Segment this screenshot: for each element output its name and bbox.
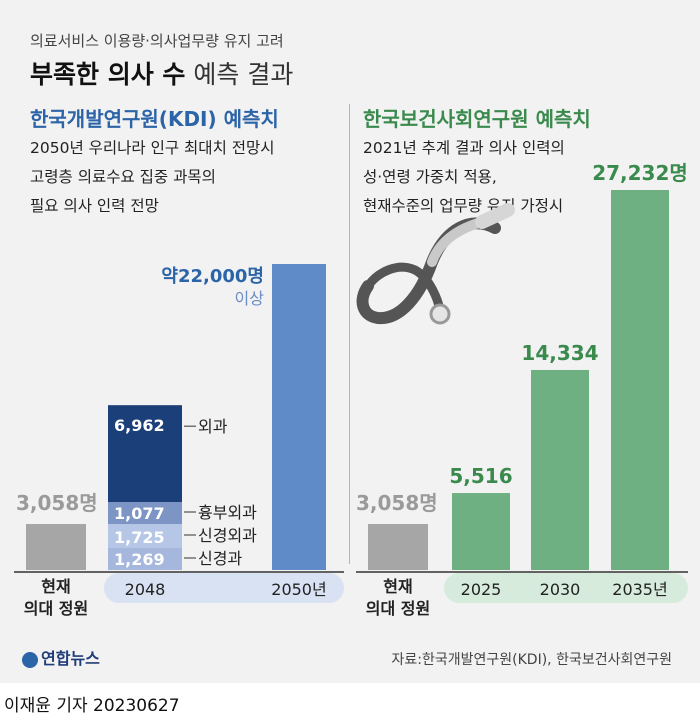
kihasa-xlabel: 2035년 — [612, 580, 667, 599]
kihasa-axis-band — [444, 573, 688, 603]
kdi-2048-segment-value: 1,077 — [114, 504, 165, 523]
reporter-bar — [0, 683, 700, 725]
stethoscope-tube-icon — [363, 262, 445, 315]
kdi-2050-value-label: 약22,000명 — [161, 265, 264, 287]
kdi-2048-segment-1 — [108, 548, 182, 570]
kihasa-header: 한국보건사회연구원 예측치 — [363, 107, 591, 131]
kdi-2048-segment-value: 6,962 — [114, 416, 165, 435]
kihasa-bar-value-label: 5,516 — [449, 464, 512, 488]
kdi-2050-note: 이상 — [235, 289, 265, 308]
kdi-2048-segment-name: 신경과 — [198, 549, 242, 568]
kdi-2048-segment-value: 1,269 — [114, 550, 165, 569]
subtitle: 의료서비스 이용량·의사업무량 유지 고려 — [30, 32, 284, 50]
kdi-2048-segment-2 — [108, 524, 182, 548]
kdi-2048-segment-3 — [108, 502, 182, 525]
kihasa-bar-2025 — [452, 493, 510, 570]
kihasa-xlabel: 2025 — [461, 580, 502, 599]
kdi-xlabel-current: 현재 — [41, 577, 70, 596]
kdi-2048-segment-4 — [108, 405, 182, 503]
logo-text: 연합뉴스 — [41, 649, 100, 668]
source-note: 자료:한국개발연구원(KDI), 한국보건사회연구원 — [391, 652, 672, 668]
kihasa-xlabel: 2030 — [540, 580, 581, 599]
stethoscope-binaural-icon — [475, 203, 515, 229]
stethoscope-earpiece-icon — [427, 217, 487, 267]
kihasa-bar-value-label: 14,334 — [521, 341, 598, 365]
chart-canvas: 3,058명 1,269 신경과 1,725 신경외과 1,077 흉부외과 6,962 외과 약… — [14, 161, 688, 618]
kdi-2048-segment-name: 신경외과 — [198, 526, 257, 545]
kdi-axis-band — [104, 573, 344, 603]
title-light: 예측 결과 — [193, 60, 294, 89]
kihasa-desc-line: 성·연령 가중치 적용, — [363, 168, 497, 186]
yonhap-logo: 연합뉴스 — [22, 645, 100, 669]
kdi-2050-bar — [272, 264, 326, 570]
kihasa-bar-value-label: 27,232명 — [592, 161, 688, 185]
kihasa-xlabel-current: 의대 정원 — [366, 599, 430, 618]
reporter-credit: 이재윤 기자 20230627 — [4, 696, 180, 716]
kdi-desc-line: 필요 의사 인력 전망 — [30, 197, 159, 215]
kihasa-current-value-label: 3,058명 — [356, 491, 438, 515]
kdi-2048-segment-name: 외과 — [198, 417, 228, 436]
kdi-xlabel-current: 의대 정원 — [24, 599, 88, 618]
stethoscope-chestpiece-icon — [429, 303, 451, 325]
kihasa-desc-line: 2021년 추계 결과 의사 인력의 — [363, 139, 565, 157]
title-bold: 부족한 의사 수 — [30, 60, 186, 89]
kihasa-xlabel-current: 현재 — [383, 577, 412, 596]
kdi-current-value-label: 3,058명 — [16, 491, 98, 515]
kdi-xlabel-2050: 2050년 — [271, 580, 326, 599]
kdi-desc-line: 2050년 우리나라 인구 최대치 전망시 — [30, 139, 275, 157]
kdi-2048-segment-value: 1,725 — [114, 528, 165, 547]
kihasa-bar-2030 — [531, 369, 589, 570]
kdi-header: 한국개발연구원(KDI) 예측치 — [30, 107, 279, 131]
logo-mark-icon — [22, 651, 38, 668]
panel-divider — [349, 104, 350, 564]
kdi-current-bar — [26, 524, 86, 570]
kdi-2048-segment-name: 흉부외과 — [198, 503, 257, 522]
kdi-description: 2050년 우리나라 인구 최대치 전망시 고령층 의료수요 집중 과목의 필요… — [30, 134, 275, 221]
kihasa-current-bar — [368, 524, 428, 570]
kdi-desc-line: 고령층 의료수요 집중 과목의 — [30, 168, 216, 186]
kihasa-bar-2035년 — [611, 190, 669, 570]
page-title: 부족한 의사 수 예측 결과 — [30, 55, 293, 91]
kdi-xlabel-2048: 2048 — [125, 580, 166, 599]
